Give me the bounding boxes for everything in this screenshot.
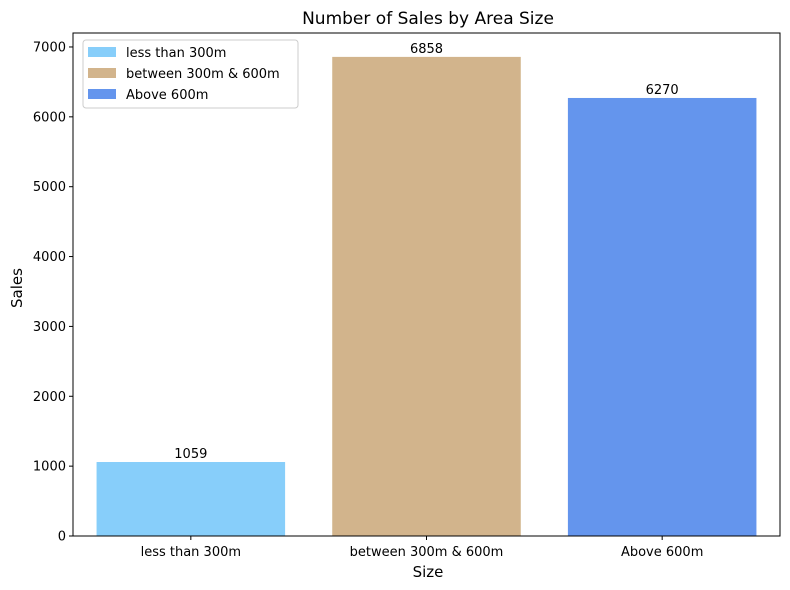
legend-label: less than 300m bbox=[126, 46, 226, 61]
bar-value-label: 1059 bbox=[174, 447, 207, 462]
legend-box bbox=[82, 39, 299, 109]
y-tick-label: 1000 bbox=[33, 460, 66, 475]
bar-value-label: 6858 bbox=[410, 42, 443, 57]
x-tick-label: Above 600m bbox=[621, 545, 703, 560]
x-tick-label: between 300m & 600m bbox=[350, 545, 504, 560]
y-tick-label: 3000 bbox=[33, 320, 66, 335]
chart-title: Number of Sales by Area Size bbox=[302, 9, 554, 29]
x-axis-label: Size bbox=[413, 563, 444, 581]
y-tick-label: 2000 bbox=[33, 390, 66, 405]
y-tick-label: 5000 bbox=[33, 180, 66, 195]
legend-swatch bbox=[88, 68, 116, 78]
y-axis-label: Sales bbox=[8, 268, 26, 308]
bar bbox=[96, 462, 286, 536]
y-tick-label: 7000 bbox=[33, 40, 66, 55]
y-tick-label: 0 bbox=[58, 530, 66, 545]
x-tick-label: less than 300m bbox=[141, 545, 241, 560]
bar bbox=[332, 56, 521, 537]
legend: less than 300m between 300m & 600m Above 6… bbox=[82, 39, 299, 109]
y-tick-label: 6000 bbox=[33, 110, 66, 125]
legend-label: between 300m & 600m bbox=[126, 67, 280, 82]
legend-label: Above 600m bbox=[126, 88, 208, 103]
plot-area: 1059 less than 300m 6858 between 300m & 600… bbox=[33, 32, 781, 560]
bar-value-label: 6270 bbox=[646, 83, 679, 98]
legend-swatch bbox=[88, 47, 116, 57]
legend-swatch bbox=[88, 89, 116, 99]
plot-frame bbox=[72, 32, 781, 537]
y-tick-label: 4000 bbox=[33, 250, 66, 265]
bar bbox=[567, 97, 757, 537]
